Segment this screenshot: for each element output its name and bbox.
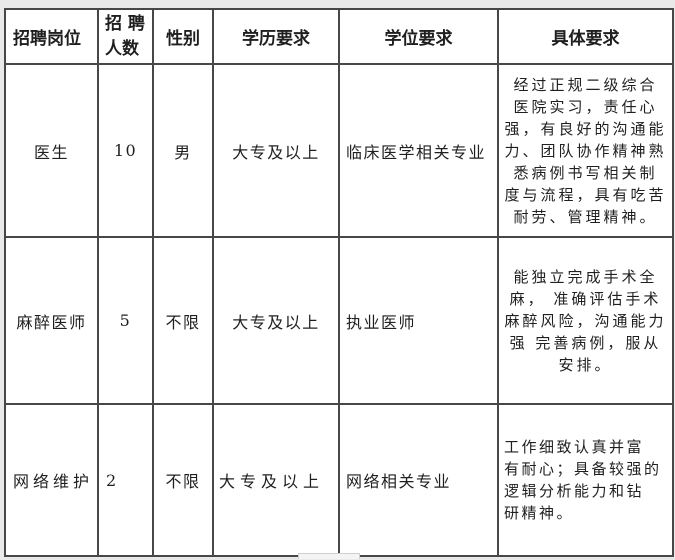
cell-position: 网络维护 xyxy=(4,403,99,557)
cell-degree: 执业医师 xyxy=(338,236,499,405)
cell-gender: 男 xyxy=(152,63,214,238)
table-row-anesthesiologist: 麻醉医师 5 不限 大专及以上 执业医师 能独立完成手术全 麻， 准确评估手术 … xyxy=(4,236,674,405)
column-header-education: 学历要求 xyxy=(212,8,340,65)
table-row-network-maintenance: 网络维护 2 不限 大专及以上 网络相关专业 工作细致认真并富 有耐心；具备较强… xyxy=(4,403,674,557)
column-header-degree: 学位要求 xyxy=(338,8,499,65)
cell-requirements: 经过正规二级综合 医院实习，责任心 强，有良好的沟通能 力、团队协作精神熟 悉病… xyxy=(497,63,674,238)
cell-education: 大专及以上 xyxy=(212,403,340,557)
cell-gender: 不限 xyxy=(152,236,214,405)
cell-count: 2 xyxy=(97,403,154,557)
cell-requirements: 工作细致认真并富 有耐心；具备较强的 逻辑分析能力和钻 研精神。 xyxy=(497,403,674,557)
column-header-requirements: 具体要求 xyxy=(497,8,674,65)
cell-requirements: 能独立完成手术全 麻， 准确评估手术 麻醉风险，沟通能力 强 完善病例，服从 安… xyxy=(497,236,674,405)
cell-count: 10 xyxy=(97,63,154,238)
table-header-row: 招聘岗位 招 聘 人数 性别 学历要求 学位要求 具体要求 xyxy=(4,8,674,65)
horizontal-scrollbar-thumb[interactable] xyxy=(298,553,360,559)
recruitment-table: 招聘岗位 招 聘 人数 性别 学历要求 学位要求 具体要求 医生 10 男 大专… xyxy=(4,8,674,557)
table-row-doctor: 医生 10 男 大专及以上 临床医学相关专业 经过正规二级综合 医院实习，责任心… xyxy=(4,63,674,238)
cell-count: 5 xyxy=(97,236,154,405)
cell-gender: 不限 xyxy=(152,403,214,557)
column-header-position: 招聘岗位 xyxy=(4,8,99,65)
cell-education: 大专及以上 xyxy=(212,236,340,405)
column-header-gender: 性别 xyxy=(152,8,214,65)
cell-degree: 网络相关专业 xyxy=(338,403,499,557)
cell-degree: 临床医学相关专业 xyxy=(338,63,499,238)
cell-position: 麻醉医师 xyxy=(4,236,99,405)
cell-education: 大专及以上 xyxy=(212,63,340,238)
cell-position: 医生 xyxy=(4,63,99,238)
column-header-count: 招 聘 人数 xyxy=(97,8,154,65)
